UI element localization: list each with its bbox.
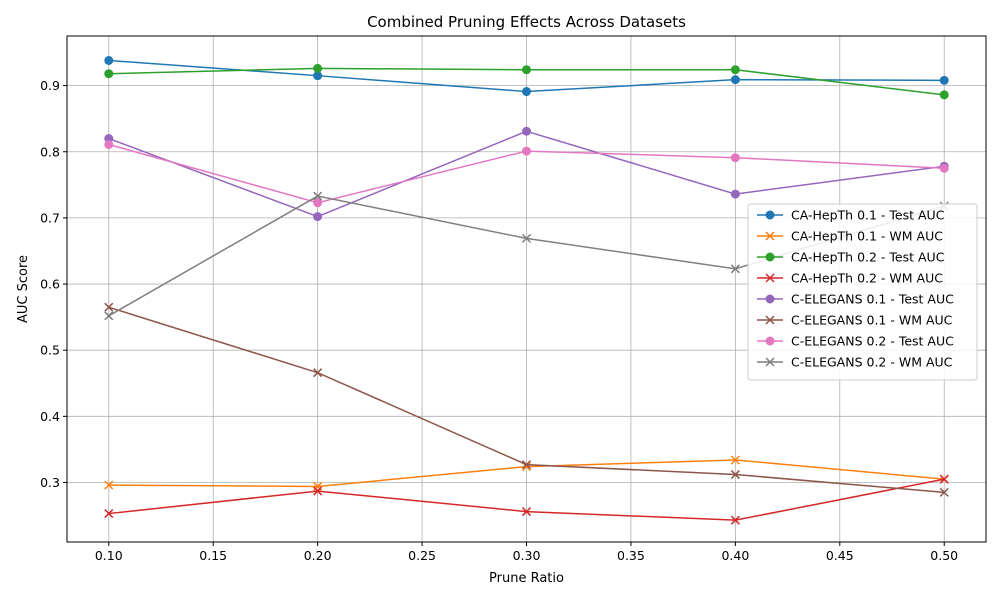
data-point	[104, 139, 114, 149]
legend: CA-HepTh 0.1 - Test AUC CA-HepTh 0.1 - WM…	[747, 203, 978, 381]
y-tick-label: 0.4	[40, 409, 60, 424]
x-tick-label: 0.20	[304, 548, 332, 563]
data-point	[104, 69, 114, 79]
data-point	[522, 65, 531, 75]
data-point	[939, 90, 949, 100]
x-tick-label: 0.10	[95, 548, 123, 563]
axis-ticks: 0.10 0.15 0.20 0.25 0.30 0.35 0.40 0.45 0.50 0.3 0…	[40, 78, 958, 563]
legend-label: C-ELEGANS 0.2 - WM AUC	[791, 355, 953, 370]
legend-marker	[765, 315, 775, 325]
x-tick-label: 0.40	[721, 548, 749, 563]
x-tick-label: 0.25	[408, 548, 436, 563]
data-point	[313, 368, 323, 378]
data-point	[521, 460, 532, 470]
legend-label: C-ELEGANS 0.2 - Test AUC	[791, 334, 954, 349]
data-point	[104, 311, 114, 321]
x-axis-label: Prune Ratio	[489, 571, 564, 586]
chart-title: Combined Pruning Effects Across Datasets	[367, 13, 686, 31]
data-point	[313, 191, 323, 201]
data-point	[104, 509, 114, 519]
series-group	[104, 55, 949, 525]
series-3	[104, 63, 949, 100]
x-tick-label: 0.50	[930, 548, 958, 563]
data-point	[730, 264, 740, 274]
data-point	[522, 146, 531, 156]
legend-label: C-ELEGANS 0.1 - Test AUC	[791, 292, 954, 307]
data-point	[313, 212, 323, 222]
data-point	[730, 455, 740, 465]
legend-label: CA-HepTh 0.2 - WM AUC	[791, 271, 943, 286]
y-tick-label: 0.8	[40, 144, 60, 159]
data-point	[730, 75, 740, 85]
data-point	[939, 75, 949, 85]
legend-entry: CA-HepTh 0.1 - Test AUC	[757, 208, 945, 223]
x-tick-label: 0.35	[617, 548, 645, 563]
legend-label: CA-HepTh 0.1 - WM AUC	[791, 229, 943, 244]
data-point	[104, 302, 114, 312]
data-point	[939, 163, 949, 173]
series-6	[104, 302, 949, 497]
legend-marker	[765, 336, 775, 346]
data-point	[939, 474, 949, 484]
data-point	[313, 486, 323, 496]
data-point	[522, 126, 531, 136]
legend-marker	[765, 210, 775, 220]
legend-box	[747, 203, 978, 381]
data-point	[521, 507, 532, 517]
legend-entry: CA-HepTh 0.2 - Test AUC	[757, 250, 945, 265]
data-point	[730, 189, 740, 199]
data-point	[313, 198, 323, 208]
legend-entry: CA-HepTh 0.2 - WM AUC	[757, 271, 943, 286]
x-tick-label: 0.45	[826, 548, 854, 563]
x-tick-label: 0.15	[199, 548, 227, 563]
data-point	[730, 153, 740, 163]
legend-entry: C-ELEGANS 0.2 - Test AUC	[757, 334, 954, 349]
legend-marker	[765, 252, 775, 262]
data-point	[730, 515, 740, 525]
legend-entry: C-ELEGANS 0.1 - Test AUC	[757, 292, 954, 307]
data-point	[521, 233, 532, 243]
y-tick-label: 0.9	[40, 78, 60, 93]
legend-marker	[765, 357, 775, 367]
y-tick-label: 0.6	[40, 277, 60, 292]
legend-entry: CA-HepTh 0.1 - WM AUC	[757, 229, 943, 244]
y-tick-label: 0.7	[40, 210, 60, 225]
legend-label: CA-HepTh 0.2 - Test AUC	[791, 250, 945, 265]
legend-label: CA-HepTh 0.1 - Test AUC	[791, 208, 945, 223]
y-tick-label: 0.3	[40, 475, 60, 490]
data-point	[522, 87, 531, 97]
data-point	[730, 470, 740, 480]
legend-marker	[765, 294, 775, 304]
legend-marker	[765, 273, 775, 283]
series-4	[104, 474, 949, 525]
data-point	[730, 65, 740, 75]
legend-label: C-ELEGANS 0.1 - WM AUC	[791, 313, 953, 328]
y-axis-label: AUC Score	[16, 255, 31, 323]
x-tick-label: 0.30	[513, 548, 541, 563]
legend-entry: C-ELEGANS 0.2 - WM AUC	[757, 355, 953, 370]
legend-marker	[765, 231, 775, 241]
data-point	[104, 55, 114, 65]
legend-entry: C-ELEGANS 0.1 - WM AUC	[757, 313, 953, 328]
data-point	[313, 63, 323, 73]
data-point	[104, 480, 114, 490]
y-tick-label: 0.5	[40, 343, 60, 358]
data-point	[939, 487, 949, 497]
series-7	[104, 139, 949, 208]
